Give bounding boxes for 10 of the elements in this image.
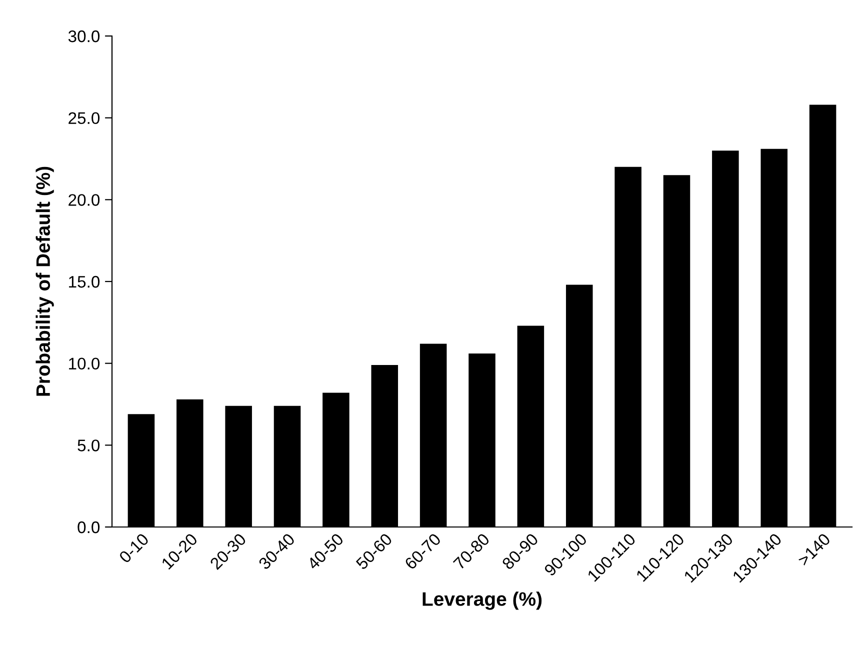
y-tick-label: 20.0 [68,194,100,206]
y-tick-label: 30.0 [68,30,100,42]
y-tick-label: 15.0 [69,276,100,288]
y-axis-title: Probability of Default (%) [36,166,54,396]
x-tick-label: 0-10 [118,532,150,564]
y-tick-label: 5.0 [78,440,100,452]
y-tick-label: 10.0 [69,358,100,370]
y-tick-label: 0.0 [78,521,100,534]
y-tick-label: 25.0 [68,112,100,124]
x-axis-title: Leverage (%) [422,592,542,610]
